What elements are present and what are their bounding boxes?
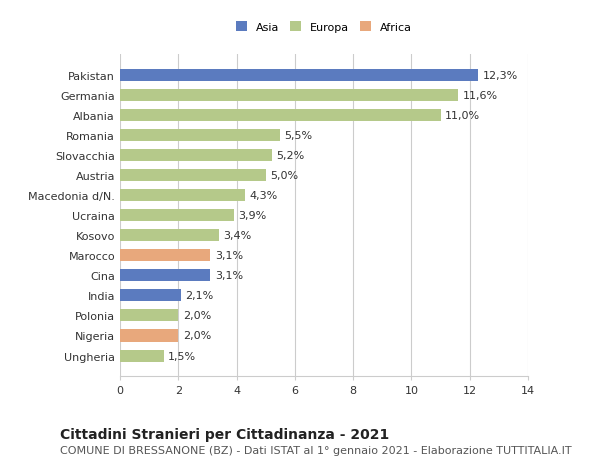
Bar [120,190,245,202]
Bar [120,210,233,222]
Text: 4,3%: 4,3% [250,191,278,201]
Text: 5,2%: 5,2% [276,151,304,161]
Text: 2,0%: 2,0% [182,311,211,321]
Text: 12,3%: 12,3% [483,71,518,81]
Text: 2,1%: 2,1% [185,291,214,301]
Text: 11,6%: 11,6% [463,91,497,101]
Bar [120,70,478,82]
Bar [120,350,164,362]
Bar [120,310,178,322]
Text: 3,1%: 3,1% [215,251,243,261]
Bar [120,270,211,282]
Text: 1,5%: 1,5% [168,351,196,361]
Text: 3,4%: 3,4% [223,231,252,241]
Text: 11,0%: 11,0% [445,111,480,121]
Bar [120,290,181,302]
Bar [120,110,440,122]
Bar [120,330,178,342]
Text: 2,0%: 2,0% [182,331,211,341]
Text: 3,1%: 3,1% [215,271,243,281]
Bar [120,130,280,142]
Text: COMUNE DI BRESSANONE (BZ) - Dati ISTAT al 1° gennaio 2021 - Elaborazione TUTTITA: COMUNE DI BRESSANONE (BZ) - Dati ISTAT a… [60,445,572,455]
Text: 3,9%: 3,9% [238,211,266,221]
Text: 5,0%: 5,0% [270,171,298,181]
Bar [120,170,266,182]
Bar [120,230,219,242]
Text: Cittadini Stranieri per Cittadinanza - 2021: Cittadini Stranieri per Cittadinanza - 2… [60,427,389,441]
Bar [120,150,272,162]
Bar [120,250,211,262]
Text: 5,5%: 5,5% [284,131,313,141]
Bar [120,90,458,102]
Legend: Asia, Europa, Africa: Asia, Europa, Africa [232,19,416,36]
